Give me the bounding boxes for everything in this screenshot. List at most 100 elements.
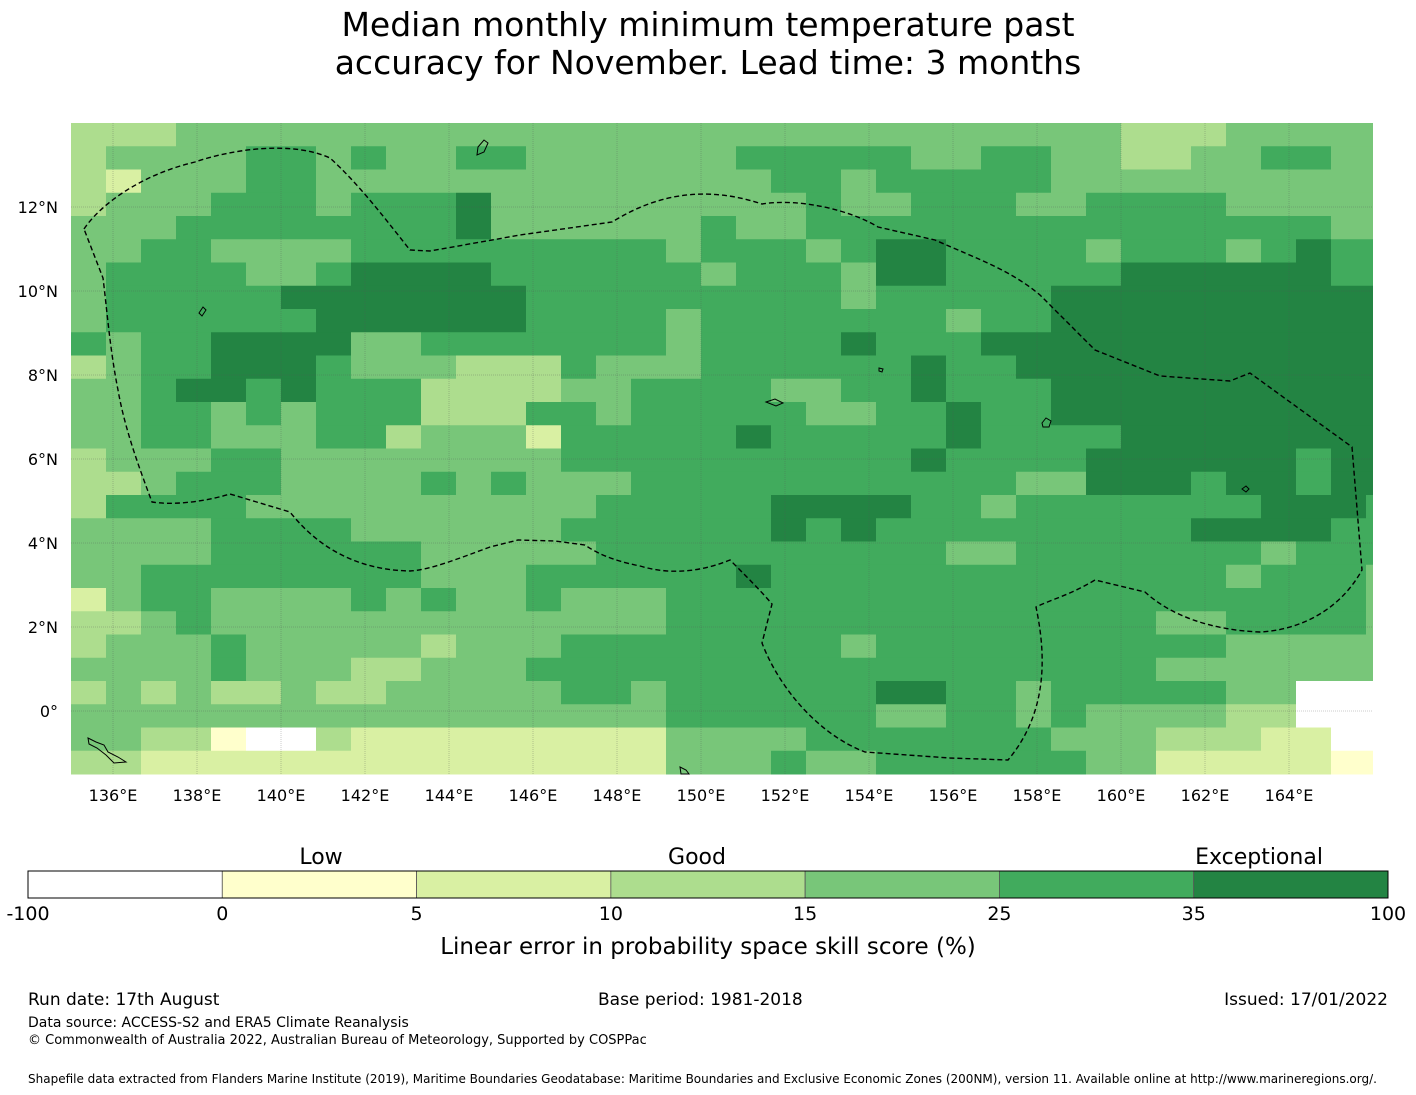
grid-cell	[701, 518, 736, 542]
grid-cell	[771, 657, 806, 682]
grid-cell	[1226, 448, 1261, 473]
grid-cell	[1191, 727, 1226, 752]
grid-cell	[911, 588, 946, 612]
grid-cell	[1016, 355, 1051, 380]
grid-cell	[1366, 402, 1373, 426]
grid-cell	[1086, 495, 1121, 519]
grid-cell	[876, 402, 911, 426]
base-period: Base period: 1981-2018	[598, 990, 803, 1010]
grid-cell	[631, 541, 666, 566]
grid-cell	[1051, 216, 1086, 240]
grid-cell	[491, 471, 526, 496]
grid-cell	[421, 471, 456, 496]
grid-cell	[841, 518, 876, 542]
grid-cell	[981, 611, 1016, 635]
grid-cell	[351, 657, 386, 682]
grid-cell	[1261, 704, 1296, 728]
grid-cell	[246, 216, 281, 240]
grid-cell	[351, 146, 386, 170]
grid-cell	[106, 425, 141, 449]
grid-cell	[596, 518, 631, 542]
longitude-tick-label: 160°E	[1097, 786, 1146, 805]
grid-cell	[666, 378, 701, 403]
grid-cell	[386, 402, 421, 426]
legend-tick-label: 25	[987, 903, 1011, 925]
grid-cell	[666, 518, 701, 542]
grid-cell	[491, 239, 526, 263]
grid-cell	[106, 634, 141, 659]
grid-cell	[1051, 402, 1086, 426]
grid-cell	[561, 425, 596, 449]
grid-cell	[1121, 309, 1156, 333]
grid-cell	[946, 239, 981, 263]
grid-cell	[1331, 495, 1366, 519]
grid-cell	[386, 588, 421, 612]
grid-cell	[876, 425, 911, 449]
grid-cell	[106, 169, 141, 194]
grid-cell	[1121, 146, 1156, 170]
grid-cell	[71, 123, 106, 147]
grid-cell	[1016, 262, 1051, 287]
legend-swatch	[999, 870, 1195, 899]
grid-cell	[1226, 564, 1261, 589]
grid-cell	[771, 588, 806, 612]
grid-cell	[456, 262, 491, 287]
grid-cell	[666, 332, 701, 356]
grid-cell	[316, 146, 351, 170]
grid-cell	[1261, 332, 1296, 356]
grid-cell	[141, 681, 176, 705]
grid-cell	[1331, 541, 1366, 566]
grid-cell	[316, 750, 351, 775]
grid-cell	[911, 332, 946, 356]
grid-cell	[141, 285, 176, 310]
grid-cell	[736, 239, 771, 263]
grid-cell	[596, 285, 631, 310]
legend-category-label: Exceptional	[1195, 845, 1323, 870]
grid-cell	[491, 309, 526, 333]
longitude-tick-label: 154°E	[845, 786, 894, 805]
grid-cell	[316, 541, 351, 566]
grid-cell	[491, 169, 526, 194]
grid-cell	[211, 309, 246, 333]
grid-cell	[1366, 541, 1373, 566]
grid-cell	[106, 448, 141, 473]
grid-cell	[211, 611, 246, 635]
grid-cell	[1086, 123, 1121, 147]
grid-cell	[596, 425, 631, 449]
grid-cell	[806, 611, 841, 635]
grid-cell	[806, 425, 841, 449]
run-date: Run date: 17th August	[28, 990, 220, 1010]
grid-cell	[71, 402, 106, 426]
grid-cell	[1366, 216, 1373, 240]
grid-cell	[806, 332, 841, 356]
grid-cell	[1156, 123, 1191, 147]
grid-cell	[1261, 262, 1296, 287]
grid-cell	[596, 355, 631, 380]
grid-cell	[1261, 146, 1296, 170]
grid-cell	[421, 541, 456, 566]
grid-cell	[841, 495, 876, 519]
grid-cell	[246, 262, 281, 287]
legend-swatch	[610, 870, 806, 899]
grid-cell	[806, 309, 841, 333]
grid-cell	[1086, 262, 1121, 287]
grid-cell	[1156, 541, 1191, 566]
grid-cell	[701, 681, 736, 705]
grid-cell	[1121, 285, 1156, 310]
grid-cell	[491, 564, 526, 589]
grid-cell	[876, 495, 911, 519]
grid-cell	[561, 518, 596, 542]
grid-cell	[421, 192, 456, 217]
grid-cell	[351, 634, 386, 659]
grid-cell	[946, 355, 981, 380]
grid-cell	[1016, 471, 1051, 496]
grid-cell	[1261, 216, 1296, 240]
grid-cell	[1086, 518, 1121, 542]
grid-cell	[246, 750, 281, 775]
grid-cell	[71, 309, 106, 333]
grid-cell	[1296, 727, 1331, 752]
grid-cell	[421, 332, 456, 356]
grid-cell	[141, 123, 176, 147]
grid-cell	[736, 495, 771, 519]
grid-cell	[701, 727, 736, 752]
